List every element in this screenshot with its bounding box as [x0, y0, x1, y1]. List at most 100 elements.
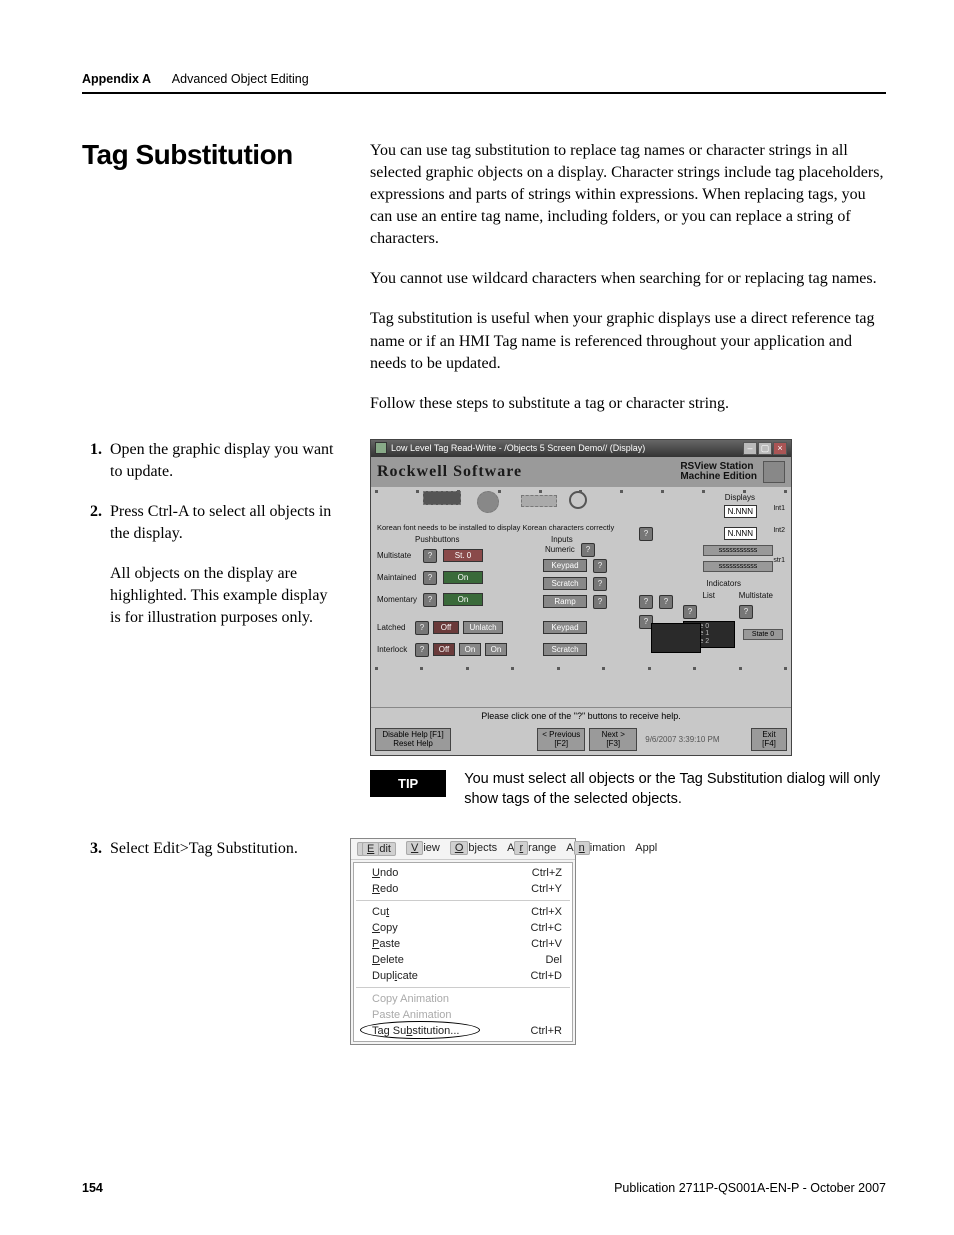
hmi-help-line: Please click one of the "?" buttons to r…: [371, 707, 791, 724]
menu-objects[interactable]: Objects: [450, 842, 497, 856]
app-icon: [375, 442, 387, 454]
intro-para-2: You cannot use wildcard characters when …: [370, 268, 886, 290]
menu-animation[interactable]: Animation: [566, 842, 625, 856]
tip-text: You must select all objects or the Tag S…: [464, 770, 886, 809]
state0-box: State 0: [743, 629, 783, 640]
scratch-btn-1[interactable]: Scratch: [543, 577, 587, 590]
int2-label: Int2: [773, 527, 785, 534]
help-q-10[interactable]: ?: [639, 527, 653, 541]
mi-copy-anim: Copy Animation: [354, 991, 572, 1007]
help-q-14[interactable]: ?: [683, 605, 697, 619]
disable-help-btn[interactable]: Disable Help [F1]Reset Help: [375, 728, 451, 752]
step-num-3: 3.: [82, 838, 110, 860]
step-3: Select Edit>Tag Substitution.: [110, 838, 298, 860]
help-q-11[interactable]: ?: [639, 595, 653, 609]
help-q-1[interactable]: ?: [423, 549, 437, 563]
scratch-btn-2[interactable]: Scratch: [543, 643, 587, 656]
int1-label: Int1: [773, 505, 785, 512]
mi-redo[interactable]: RedoCtrl+Y: [354, 881, 572, 897]
step-2-note: All objects on the display are highlight…: [110, 563, 334, 629]
maintained-btn[interactable]: On: [443, 571, 483, 584]
mi-tag-substitution[interactable]: Tag Substitution...Ctrl+R: [354, 1023, 572, 1039]
help-q-4[interactable]: ?: [415, 621, 429, 635]
exit-btn[interactable]: Exit [F4]: [751, 728, 787, 752]
dark-trend: [651, 623, 701, 653]
multistate-btn[interactable]: St. 0: [443, 549, 483, 562]
mi-paste-anim: Paste Animation: [354, 1007, 572, 1023]
mi-duplicate[interactable]: DuplicateCtrl+D: [354, 968, 572, 984]
help-q-6[interactable]: ?: [581, 543, 595, 557]
help-q-13[interactable]: ?: [659, 595, 673, 609]
help-q-9[interactable]: ?: [593, 595, 607, 609]
intro-para-1: You can use tag substitution to replace …: [370, 140, 886, 250]
help-q-5[interactable]: ?: [415, 643, 429, 657]
page-number: 154: [82, 1181, 103, 1195]
hmi-canvas: Korean font needs to be installed to dis…: [371, 487, 791, 707]
help-q-3[interactable]: ?: [423, 593, 437, 607]
num-display-2: N.NNN: [724, 527, 757, 540]
keypad-btn-2[interactable]: Keypad: [543, 621, 587, 634]
menu-arrange[interactable]: Arrange: [507, 842, 556, 856]
menu-edit[interactable]: Edit: [357, 842, 396, 856]
mi-cut[interactable]: CutCtrl+X: [354, 904, 572, 920]
publication-id: Publication 2711P-QS001A-EN-P - October …: [614, 1181, 886, 1195]
str-box-2: sssssssssss: [703, 561, 773, 572]
keypad-btn-1[interactable]: Keypad: [543, 559, 587, 572]
mi-undo[interactable]: UndoCtrl+Z: [354, 865, 572, 881]
korean-note: Korean font needs to be installed to dis…: [377, 523, 614, 532]
next-btn[interactable]: Next > [F3]: [589, 728, 637, 752]
tip-badge: TIP: [370, 770, 446, 797]
maintained-label: Maintained: [377, 573, 416, 582]
hmi-titlebar: Low Level Tag Read-Write - /Objects 5 Sc…: [371, 440, 791, 457]
step-1: Open the graphic display you want to upd…: [110, 439, 334, 483]
mi-delete[interactable]: DeleteDel: [354, 952, 572, 968]
hmi-window-title: Low Level Tag Read-Write - /Objects 5 Sc…: [391, 443, 742, 453]
menu-appl[interactable]: Appl: [635, 842, 657, 856]
section-title: Tag Substitution: [82, 140, 334, 169]
mi-paste[interactable]: PasteCtrl+V: [354, 936, 572, 952]
momentary-label: Momentary: [377, 595, 417, 604]
list-label: List: [703, 591, 715, 600]
interlock-on-1[interactable]: On: [459, 643, 481, 656]
help-q-8[interactable]: ?: [593, 577, 607, 591]
brand-text: Rockwell Software: [377, 463, 522, 481]
indicators-label: Indicators: [706, 579, 741, 588]
interlock-on-2[interactable]: On: [485, 643, 507, 656]
step-2: Press Ctrl-A to select all objects in th…: [110, 503, 331, 542]
intro-para-4: Follow these steps to substitute a tag o…: [370, 393, 886, 415]
ramp-btn[interactable]: Ramp: [543, 595, 587, 608]
latched-label: Latched: [377, 623, 405, 632]
str-box-1: sssssssssss: [703, 545, 773, 556]
prev-btn[interactable]: < Previous [F2]: [537, 728, 585, 752]
help-q-7[interactable]: ?: [593, 559, 607, 573]
str1-label: str1: [773, 557, 785, 564]
tip-row: TIP You must select all objects or the T…: [370, 770, 886, 809]
multistate2-label: Multistate: [739, 591, 773, 600]
minimize-icon[interactable]: –: [743, 442, 757, 455]
timestamp: 9/6/2007 3:39:10 PM: [645, 735, 719, 744]
num-display-1: N.NNN: [724, 505, 757, 518]
edit-dropdown: UndoCtrl+Z RedoCtrl+Y CutCtrl+X CopyCtrl…: [353, 862, 573, 1042]
maximize-icon[interactable]: ▢: [758, 442, 772, 455]
intro-para-3: Tag substitution is useful when your gra…: [370, 308, 886, 374]
help-q-15[interactable]: ?: [739, 605, 753, 619]
hmi-brand-bar: Rockwell Software RSView StationMachine …: [371, 457, 791, 487]
running-header: Appendix A Advanced Object Editing: [82, 72, 886, 94]
menu-view[interactable]: View: [406, 842, 440, 856]
station-text: RSView StationMachine Edition: [680, 462, 757, 482]
latched-off[interactable]: Off: [433, 621, 459, 634]
close-icon[interactable]: ×: [773, 442, 787, 455]
unlatch-btn[interactable]: Unlatch: [463, 621, 503, 634]
displays-label: Displays: [725, 493, 755, 502]
mi-copy[interactable]: CopyCtrl+C: [354, 920, 572, 936]
appendix-label: Appendix A: [82, 72, 151, 86]
hmi-display-window: Low Level Tag Read-Write - /Objects 5 Sc…: [370, 439, 792, 757]
interlock-off[interactable]: Off: [433, 643, 455, 656]
brand-logo-icon: [763, 461, 785, 483]
help-q-2[interactable]: ?: [423, 571, 437, 585]
momentary-btn[interactable]: On: [443, 593, 483, 606]
pushbuttons-label: Pushbuttons: [415, 535, 459, 544]
interlock-label: Interlock: [377, 645, 407, 654]
page-footer: 154 Publication 2711P-QS001A-EN-P - Octo…: [82, 1181, 886, 1195]
header-title: Advanced Object Editing: [172, 72, 309, 86]
